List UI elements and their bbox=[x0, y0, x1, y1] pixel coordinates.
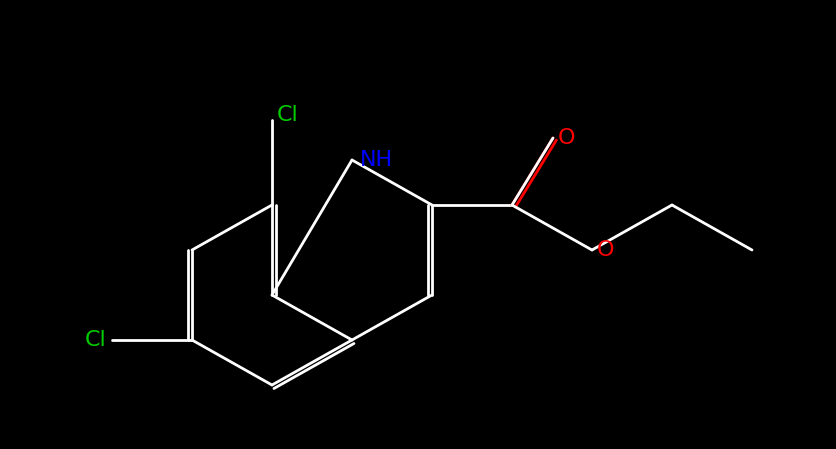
Text: Cl: Cl bbox=[277, 105, 298, 125]
Text: O: O bbox=[597, 240, 614, 260]
Text: NH: NH bbox=[360, 150, 393, 170]
Text: Cl: Cl bbox=[85, 330, 107, 350]
Text: O: O bbox=[558, 128, 575, 148]
